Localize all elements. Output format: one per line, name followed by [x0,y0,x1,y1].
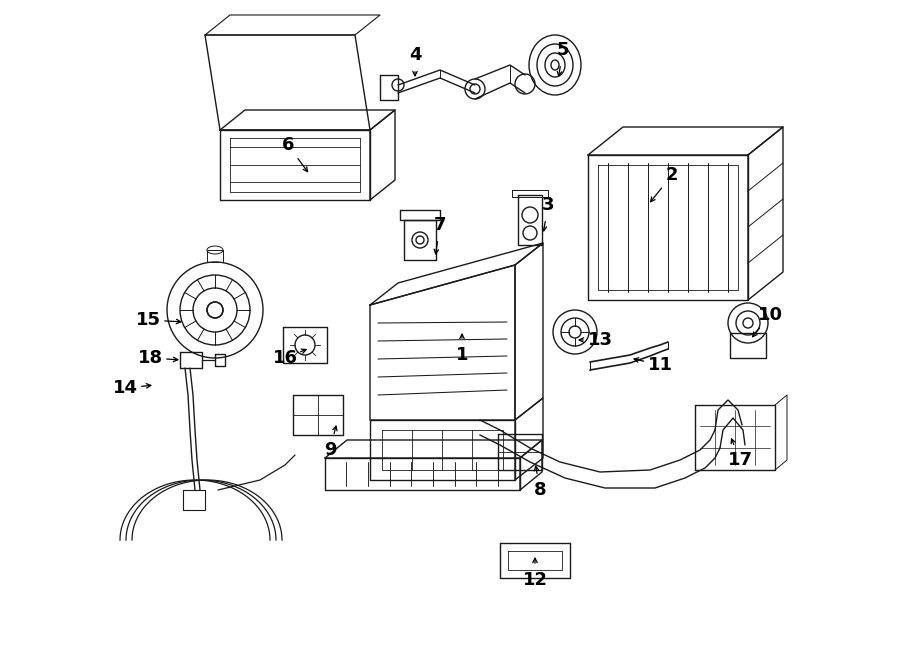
Text: 12: 12 [523,571,547,589]
Text: 14: 14 [112,379,138,397]
Circle shape [207,302,223,318]
Circle shape [470,84,480,94]
Circle shape [392,79,404,91]
Text: 5: 5 [557,41,569,59]
Text: 16: 16 [273,349,298,367]
Text: 13: 13 [588,331,613,349]
Circle shape [416,236,424,244]
Circle shape [743,318,753,328]
Text: 8: 8 [534,481,546,499]
Circle shape [569,326,581,338]
Text: 7: 7 [434,216,446,234]
Text: 3: 3 [542,196,554,214]
Text: 4: 4 [409,46,421,64]
Text: 15: 15 [136,311,160,329]
Text: 2: 2 [666,166,679,184]
Text: 10: 10 [758,306,782,324]
Text: 9: 9 [324,441,337,459]
Text: 1: 1 [455,346,468,364]
Text: 17: 17 [727,451,752,469]
Text: 11: 11 [647,356,672,374]
Text: 18: 18 [138,349,163,367]
Text: 6: 6 [282,136,294,154]
